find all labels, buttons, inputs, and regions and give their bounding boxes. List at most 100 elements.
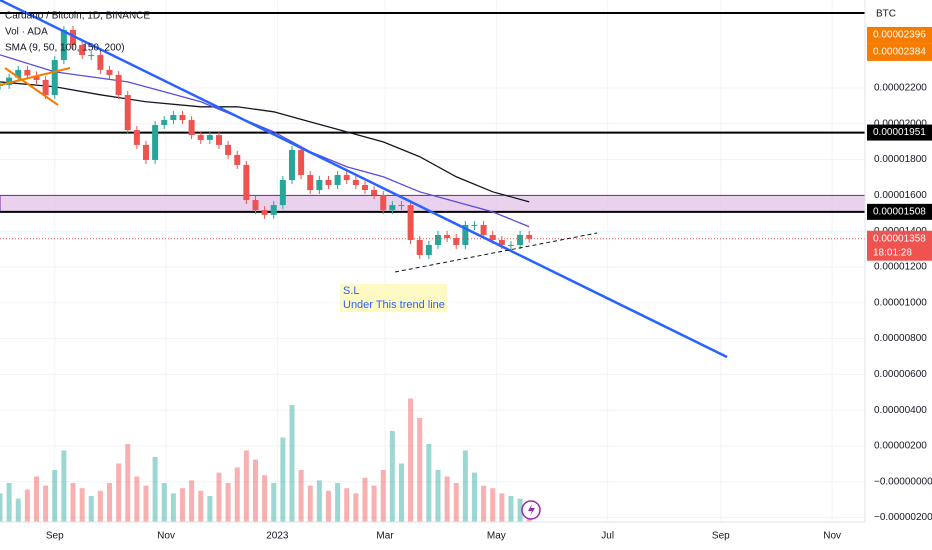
volume-bar [88, 496, 94, 522]
candle [307, 174, 314, 191]
candle [133, 130, 140, 145]
price-tag [867, 203, 932, 220]
volume-bar [316, 480, 322, 522]
volume-bar [43, 485, 49, 522]
volume-bar [170, 493, 176, 522]
candle [106, 69, 113, 75]
x-tick-label: Jul [601, 531, 614, 542]
volume-bar [271, 483, 277, 522]
alert-tag-label: 0.00002384 [873, 47, 926, 58]
volume-bar [417, 418, 423, 522]
volume-bar [61, 450, 67, 522]
y-tick-label: 0.00000600 [874, 369, 927, 380]
countdown: 18:01:28 [873, 247, 912, 258]
candle [115, 74, 122, 95]
price-tag-label: 0.00001508 [873, 207, 926, 218]
event-icon-bolt [528, 504, 535, 516]
volume-bar [70, 483, 76, 522]
candle [343, 174, 350, 181]
candle [206, 135, 213, 140]
trend-line [0, 0, 728, 359]
support-line [394, 232, 598, 273]
candle [425, 244, 432, 256]
annotation-box [340, 284, 447, 312]
zone [0, 194, 866, 213]
candle [124, 94, 131, 131]
volume-bar [426, 444, 432, 522]
candle [88, 55, 95, 57]
candle [334, 174, 341, 186]
volume-bar [508, 496, 514, 522]
volume-bar [462, 450, 468, 522]
volume-bar [499, 493, 505, 522]
volume-bar [380, 470, 386, 522]
y-tick-label: 0.00000400 [874, 405, 927, 416]
x-tick-label: Mar [376, 531, 394, 542]
volume-bar [116, 463, 122, 522]
candle [188, 120, 195, 136]
candle [225, 144, 232, 155]
volume-bar [453, 483, 459, 522]
volume-bar [398, 463, 404, 522]
volume-bar [353, 493, 359, 522]
volume-bar [33, 476, 39, 522]
candle [161, 120, 168, 126]
volume-bar [280, 437, 286, 522]
candle [234, 154, 241, 165]
candle [389, 205, 396, 211]
candle [480, 224, 487, 235]
candle [215, 135, 222, 145]
volume-bar [289, 405, 295, 522]
price-tag-label: 0.00001358 [873, 233, 926, 244]
volume-bar [0, 493, 3, 522]
volume-bar [362, 477, 368, 522]
candle [270, 205, 277, 215]
candle [170, 115, 177, 121]
volume-bar [262, 475, 268, 522]
x-tick-label: Nov [157, 531, 175, 542]
x-tick-label: May [487, 531, 506, 542]
candle [526, 234, 533, 239]
y-tick-label: 0.00001000 [874, 297, 927, 308]
candle [15, 69, 22, 78]
volume-bar [79, 488, 85, 522]
candle [42, 79, 49, 95]
candle [352, 180, 359, 186]
candle [288, 149, 295, 181]
volume-bar [207, 496, 213, 522]
y-tick-label: 0.00001800 [874, 154, 927, 165]
volume-bar [490, 488, 496, 522]
y-tick-label: −0.00000200 [874, 512, 932, 523]
axis-layer: 0.00002200 0.00002000 0.00001800 0.00001600… [46, 26, 932, 542]
volume-bar [152, 457, 158, 522]
volume-bar [106, 483, 112, 522]
candle [316, 180, 323, 191]
alert-tag-label: 0.00002396 [873, 30, 926, 41]
volume-bar [6, 483, 12, 522]
volume-bar [234, 467, 240, 522]
x-tick-label: Nov [823, 531, 841, 542]
candle [69, 30, 76, 46]
annotation-text: S.L [343, 285, 360, 297]
volume-bar [216, 472, 222, 522]
price-tag [867, 124, 932, 141]
candle [434, 234, 441, 245]
candle [416, 239, 423, 256]
candle [179, 115, 186, 121]
volume-bar [517, 498, 523, 522]
volume-bar [189, 480, 195, 522]
volume-bar [252, 459, 258, 522]
annotation-text: Under This trend line [343, 299, 445, 311]
candle [453, 237, 460, 245]
y-tick-label: 0.00000800 [874, 333, 927, 344]
volume-bar [24, 489, 30, 522]
y-tick-label: 0.00001600 [874, 190, 927, 201]
volume-bar [161, 483, 167, 522]
x-tick-label: 2023 [266, 531, 289, 542]
y-tick-label: 0.00001200 [874, 262, 927, 273]
volume-bar [125, 444, 131, 522]
volume-bar [134, 476, 140, 522]
y-tick-label: 0.00002200 [874, 83, 927, 94]
volume-bar [389, 431, 395, 522]
